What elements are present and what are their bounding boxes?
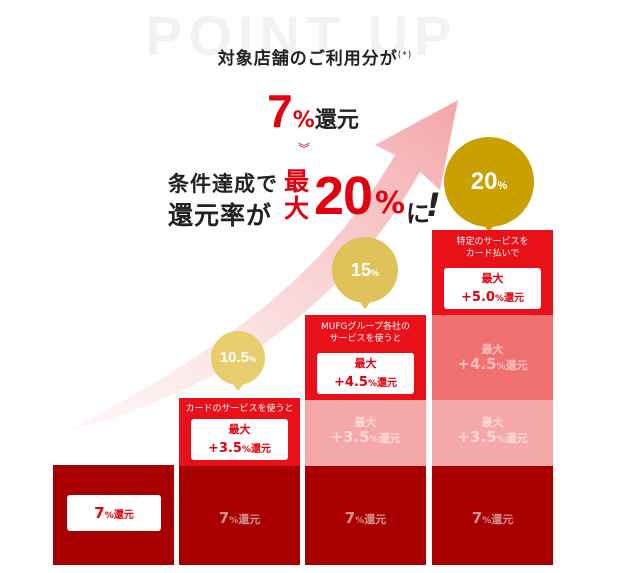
headline-line1: 対象店舗のご利用分が(*) xyxy=(217,49,413,69)
column-card-service: カードのサービスを使うと 最大 +3.5%還元 7%還元 xyxy=(179,398,300,565)
badge-tail xyxy=(359,301,371,309)
column-mufg-service: MUFGグループ各社の サービスを使うと 最大 +4.5%還元 最大 +3.5%還… xyxy=(305,315,426,565)
column-base: 7%還元 xyxy=(53,465,174,565)
badge-tail xyxy=(232,383,244,391)
bonus-box: 最大 +5.0%還元 xyxy=(444,268,541,309)
headline-max-number: 20 xyxy=(314,166,373,226)
headline-condition-line1: 条件達成で xyxy=(168,172,278,196)
headline-suffix: に xyxy=(406,200,430,228)
column-caption: MUFGグループ各社の サービスを使うと xyxy=(321,322,410,344)
badge-20: 20% xyxy=(444,137,534,227)
bonus-box: 最大 +4.5%還元 xyxy=(317,353,414,394)
column-caption: カードのサービスを使うと xyxy=(185,404,294,414)
headline-exclaim: ! xyxy=(426,186,441,224)
headline-max-label: 最大 xyxy=(284,167,310,223)
base-rate-box: 7%還元 xyxy=(67,495,161,531)
column-specific-service: 特定のサービスを カード払いで 最大 +5.0%還元 最大 +4.5%還元 最大 … xyxy=(432,230,553,565)
badge-10-5: 10.5% xyxy=(211,331,265,385)
chevron-down-icon: ︾ xyxy=(298,142,311,156)
badge-15: 15% xyxy=(332,237,398,303)
headline-max-percent: % xyxy=(375,186,406,221)
bonus-box: 最大 +3.5%還元 xyxy=(191,419,288,460)
watermark-text: POINT UP xyxy=(145,4,458,67)
column-caption: 特定のサービスを カード払いで xyxy=(456,237,529,259)
headline-condition-line2: 還元率が xyxy=(168,201,273,230)
headline-rate: 7%還元 xyxy=(267,85,359,137)
badge-tail xyxy=(483,224,495,232)
